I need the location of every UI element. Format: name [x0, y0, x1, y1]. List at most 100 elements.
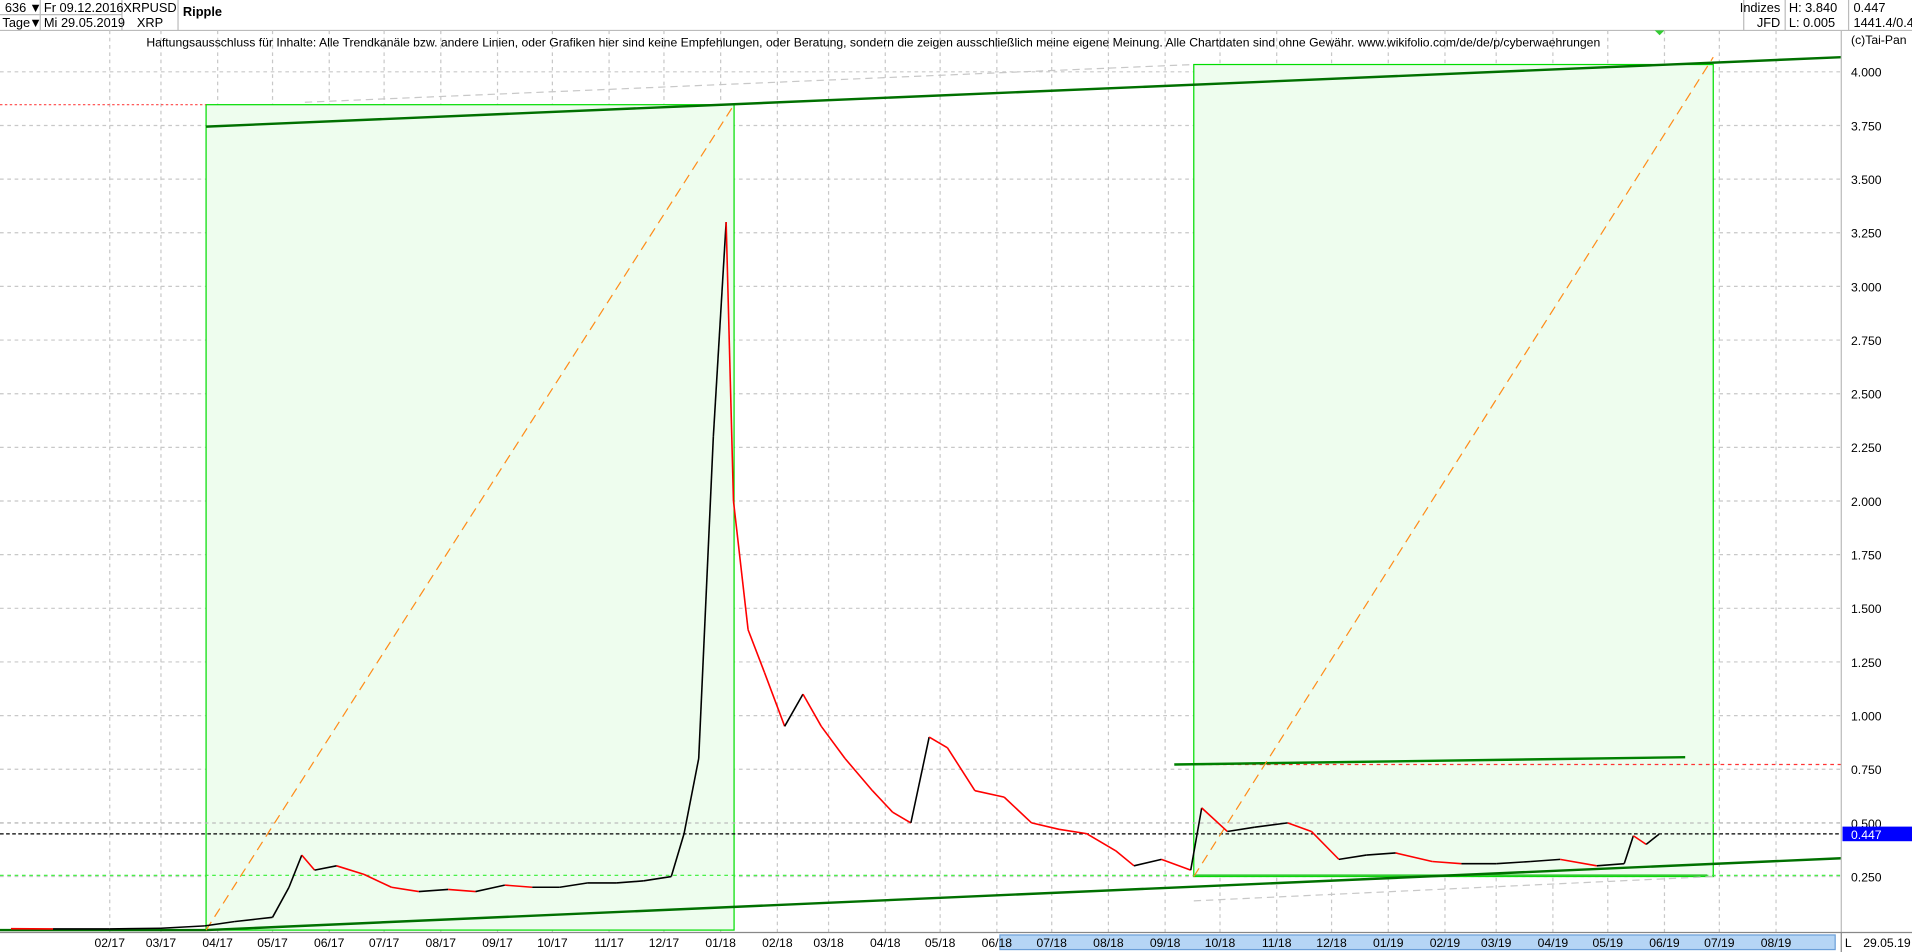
x-tick-label: 06/19: [1649, 936, 1680, 950]
x-tick-label: 10/18: [1205, 936, 1236, 950]
price-segment: [670, 833, 685, 877]
marker-triangle-icon[interactable]: [1654, 30, 1665, 36]
price-segment: [314, 865, 337, 871]
price-segment: [1338, 854, 1367, 861]
x-axis[interactable]: 02/17 03/17 04/17 05/17 06/17 07/17 08/17 09/17…: [94, 936, 1791, 950]
y-tick-label: 4.000: [1851, 66, 1882, 80]
price-segment: [697, 436, 715, 759]
x-tick-label: 09/17: [482, 936, 513, 950]
channel-top-line[interactable]: [1174, 756, 1686, 766]
exchange: JFD: [1757, 15, 1780, 30]
x-tick-label: 10/17: [537, 936, 568, 950]
y-tick-label: 0.250: [1851, 870, 1882, 884]
x-tick-label: 05/18: [925, 936, 956, 950]
low-value: L: 0.005: [1789, 15, 1835, 30]
price-segment: [763, 672, 786, 727]
upper-trend-line[interactable]: [206, 56, 1842, 128]
price-segment: [448, 888, 476, 893]
x-tick-label: 01/19: [1373, 936, 1404, 950]
price-segment: [616, 880, 644, 884]
y-axis[interactable]: 0.2500.5000.7501.0001.2501.5001.7502.000…: [1851, 66, 1882, 885]
lower-trend-line[interactable]: [206, 857, 1842, 932]
y-tick-label: 2.500: [1851, 388, 1882, 402]
x-tick-label: 11/18: [1262, 936, 1292, 950]
price-segment: [504, 884, 533, 889]
period-select[interactable]: Tage: [2, 15, 30, 30]
x-tick-label: 01/18: [705, 936, 736, 950]
x-tick-label: 08/19: [1761, 936, 1792, 950]
gray-dashed-line[interactable]: [304, 63, 1194, 103]
price-segment: [418, 888, 449, 893]
date-to[interactable]: Mi 29.05.2019: [44, 15, 125, 30]
copyright: (c)Tai-Pan: [1851, 33, 1907, 47]
price-segment: [1432, 860, 1462, 865]
price-segment: [892, 811, 912, 824]
price-segment: [1003, 796, 1033, 824]
instrument-name: Ripple: [183, 4, 222, 19]
price-segment: [1227, 826, 1255, 833]
drawings: [0, 30, 1842, 932]
price-segment: [271, 886, 290, 918]
x-tick-label: 07/19: [1704, 936, 1735, 950]
price-segment: [1058, 828, 1087, 835]
price-segment: [928, 736, 948, 749]
price-segment: [234, 916, 273, 923]
exchange-group: Indizes: [1740, 0, 1781, 15]
price-segment: [1395, 852, 1433, 863]
price-segment: [747, 629, 766, 673]
x-tick-label: 04/17: [202, 936, 233, 950]
bars-count-select[interactable]: 636: [5, 0, 26, 15]
x-tick-label: 04/18: [870, 936, 901, 950]
x-tick-label: 08/17: [426, 936, 457, 950]
price-segment: [109, 927, 161, 930]
price-segment: [160, 925, 205, 930]
y-tick-label: 3.750: [1851, 119, 1882, 133]
diagonal-left[interactable]: [205, 104, 735, 931]
x-tick-label: 02/17: [94, 936, 125, 950]
x-tick-label: 09/18: [1150, 936, 1181, 950]
right-analysis-box[interactable]: [1193, 63, 1714, 878]
price-segment: [1496, 860, 1531, 865]
last-value: 0.447: [1853, 0, 1885, 15]
header-bg: [0, 0, 1912, 31]
y-tick-label: 3.000: [1851, 280, 1882, 294]
y-tick-label: 0.750: [1851, 763, 1882, 777]
y-tick-label: 3.250: [1851, 227, 1882, 241]
x-tick-label: 05/17: [257, 936, 288, 950]
price-segment: [559, 882, 588, 889]
x-tick-label: 04/19: [1538, 936, 1569, 950]
y-tick-label: 2.250: [1851, 441, 1882, 455]
x-tick-label: 07/18: [1036, 936, 1067, 950]
x-tick-label: 03/19: [1481, 936, 1512, 950]
price-segment: [725, 222, 735, 502]
x-tick-label: 07/17: [369, 936, 400, 950]
symbol: XRPUSD: [123, 0, 176, 15]
price-segment: [301, 854, 316, 871]
gray-dashed-line[interactable]: [1193, 875, 1714, 902]
price-series: [10, 221, 1660, 930]
last-price-label: 0.447: [1851, 828, 1882, 842]
price-segment: [910, 736, 930, 824]
date-from[interactable]: Fr 09.12.2016: [44, 0, 124, 15]
price-segment: [1161, 858, 1192, 871]
scale-mode[interactable]: L: [1845, 936, 1852, 950]
price-segment: [783, 693, 804, 727]
price-segment: [288, 854, 303, 888]
time-scrollbar[interactable]: [999, 934, 1836, 951]
x-tick-label: 06/18: [982, 936, 1013, 950]
x-tick-label: 05/19: [1593, 936, 1624, 950]
price-segment: [1254, 822, 1288, 828]
extra-value: 1441.4/0.4: [1853, 15, 1912, 30]
diagonal-right[interactable]: [1193, 56, 1714, 877]
chevron-down-icon[interactable]: ▼: [29, 0, 42, 15]
price-segment: [1310, 830, 1340, 860]
x-tick-label: 11/17: [594, 936, 624, 950]
price-segment: [1133, 858, 1162, 867]
chevron-down-icon[interactable]: ▼: [29, 15, 42, 30]
price-segment: [1287, 822, 1312, 833]
price-segment: [871, 790, 894, 813]
price-segment: [683, 758, 700, 834]
x-tick-label: 12/17: [649, 936, 680, 950]
price-segment: [1632, 835, 1647, 846]
